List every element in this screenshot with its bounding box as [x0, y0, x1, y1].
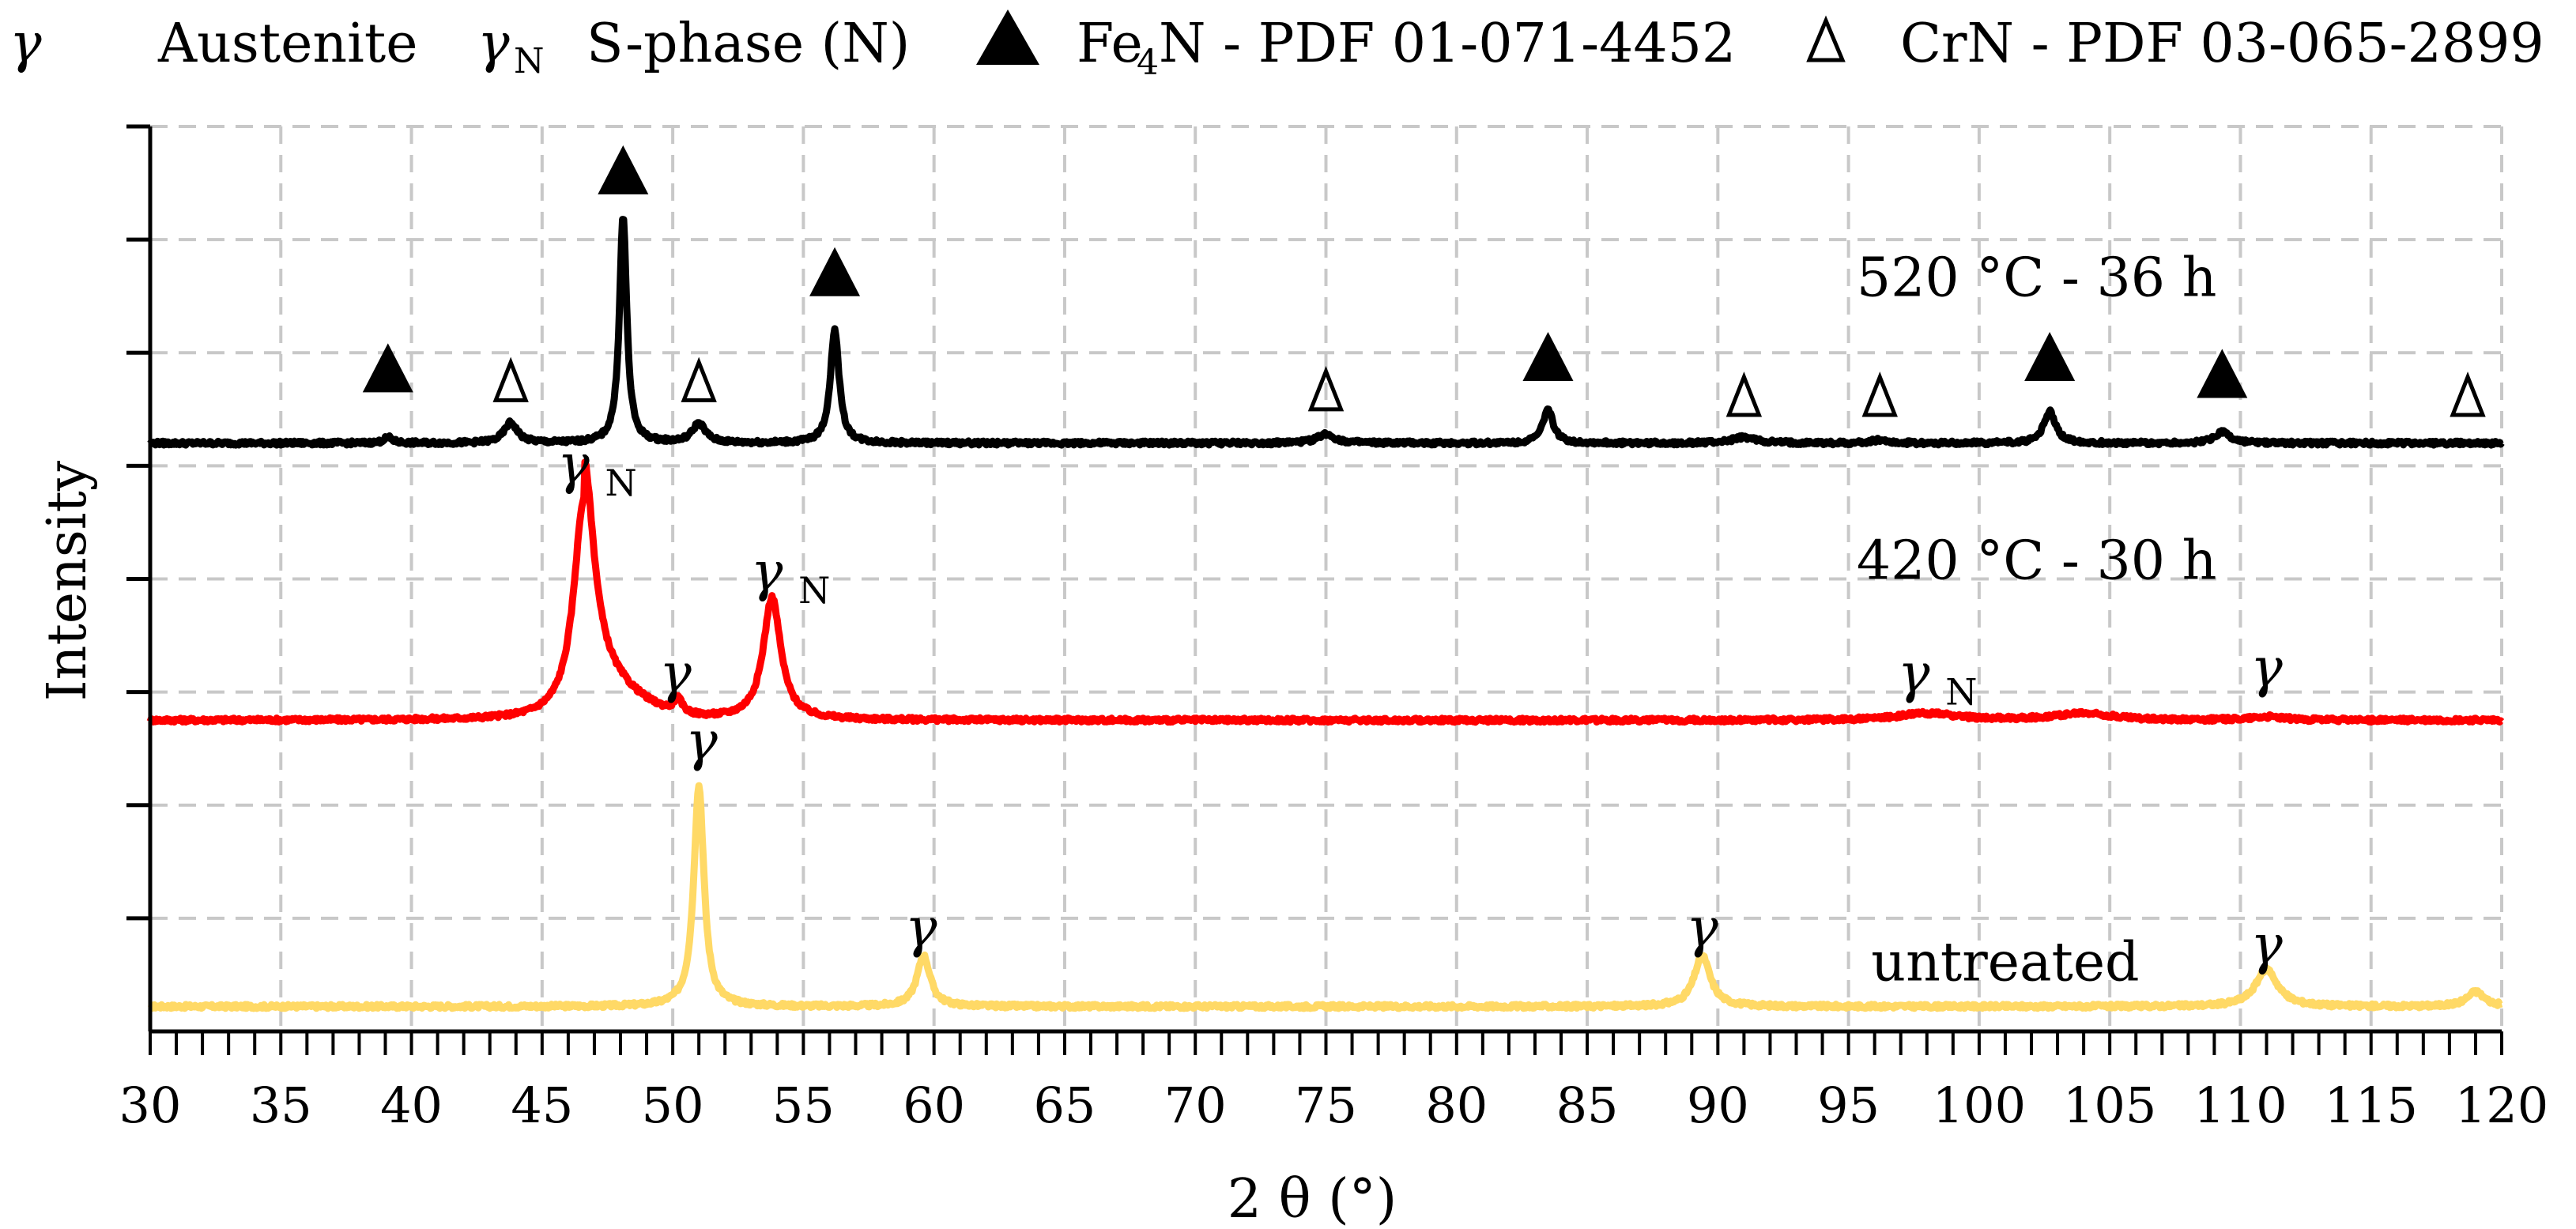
x-tick-label: 70 — [1164, 1076, 1227, 1134]
legend-gammaN-label: S-phase (N) — [586, 13, 910, 75]
legend-gammaN-sub: N — [514, 41, 545, 81]
x-tick-label: 60 — [903, 1076, 965, 1134]
x-tick-label: 120 — [2455, 1076, 2548, 1134]
peak-label: γ — [557, 434, 590, 496]
x-tick-label: 30 — [119, 1076, 182, 1134]
series-line-1 — [146, 458, 2505, 726]
x-tick-label: 45 — [511, 1076, 573, 1134]
legend-gammaN-symbol: γ — [477, 13, 510, 75]
fe4n-marker-icon — [1522, 332, 1574, 382]
peak-label-sub: N — [798, 569, 830, 612]
fe4n-marker-icon — [2197, 349, 2248, 398]
peak-label: γ — [1686, 898, 1718, 960]
peak-label: γ — [659, 643, 692, 706]
curve-label: untreated — [1871, 932, 2139, 994]
x-tick-label: 105 — [2063, 1076, 2156, 1134]
x-tick-label: 95 — [1817, 1076, 1880, 1134]
peak-label: γ — [2250, 637, 2283, 699]
x-tick-label: 85 — [1556, 1076, 1619, 1134]
axes: 30 35 40 45 50 55 60 65 70 75 80 85 90 95 100 105 110 115… — [119, 124, 2548, 1134]
fe4n-marker-icon — [598, 145, 649, 194]
legend-fe4n-label-pre: Fe — [1077, 13, 1143, 75]
x-tick-label: 65 — [1033, 1076, 1096, 1134]
y-axis-label: Intensity — [36, 460, 99, 701]
curves — [146, 216, 2505, 1012]
x-tick-label: 80 — [1425, 1076, 1488, 1134]
peak-markers — [362, 145, 2486, 417]
x-tick-label: 40 — [380, 1076, 443, 1134]
peak-label: γ — [1898, 643, 1930, 706]
crn-marker-icon — [492, 356, 529, 402]
crn-marker-icon — [2450, 371, 2486, 417]
x-tick-label: 100 — [1933, 1076, 2026, 1134]
x-tick-label: 90 — [1687, 1076, 1749, 1134]
crn-marker-icon — [681, 356, 717, 402]
series-line-2 — [147, 216, 2505, 449]
x-tick-label: 110 — [2193, 1076, 2287, 1134]
legend-gamma-symbol: γ — [9, 13, 42, 75]
curve-label: 520 °C - 36 h — [1857, 247, 2217, 310]
peak-label: γ — [751, 541, 783, 604]
legend-fe4n-label-post: N - PDF 01-071-4452 — [1159, 13, 1736, 75]
crn-marker-icon — [1861, 371, 1898, 417]
series-line-0 — [147, 782, 2505, 1012]
crn-marker-icon — [1307, 366, 1345, 412]
peak-label: γ — [905, 898, 937, 960]
legend: γ Austenite γ N S-phase (N) Fe 4 N - PDF… — [9, 9, 2544, 83]
fe4n-marker-icon — [809, 247, 861, 296]
legend-fe4n-label-sub: 4 — [1137, 43, 1159, 83]
legend-filled-triangle-icon — [976, 9, 1039, 65]
x-tick-label: 75 — [1295, 1076, 1357, 1134]
x-tick-label: 50 — [642, 1076, 704, 1134]
fe4n-marker-icon — [362, 343, 413, 393]
grid — [150, 125, 2503, 1031]
x-axis-label: 2 θ (°) — [1228, 1168, 1397, 1229]
peak-label: γ — [685, 711, 718, 774]
legend-crn-label: CrN - PDF 03-065-2899 — [1900, 13, 2544, 75]
fe4n-marker-icon — [2024, 332, 2076, 382]
peak-label-sub: N — [1945, 671, 1977, 714]
x-tick-label: 35 — [250, 1076, 312, 1134]
peak-label-sub: N — [605, 462, 637, 504]
crn-marker-icon — [1726, 371, 1763, 417]
x-tick-label: 115 — [2325, 1076, 2418, 1134]
legend-open-triangle-icon — [1806, 15, 1846, 62]
legend-gamma-label: Austenite — [157, 13, 417, 75]
x-tick-label: 55 — [772, 1076, 835, 1134]
curve-label: 420 °C - 30 h — [1857, 530, 2217, 593]
peak-label: γ — [2250, 914, 2283, 977]
